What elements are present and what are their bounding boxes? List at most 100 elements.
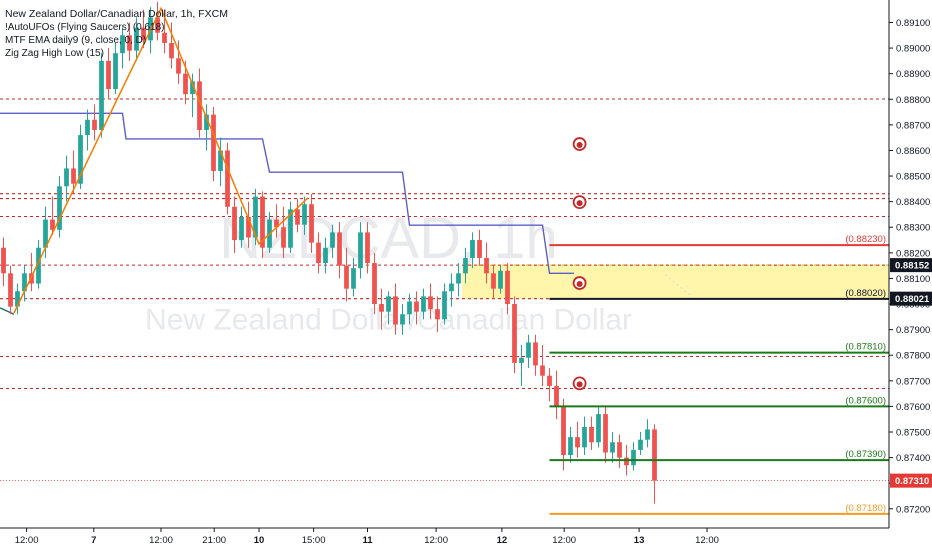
candle-body bbox=[323, 247, 328, 264]
candle-body bbox=[449, 283, 454, 292]
candle-body bbox=[477, 240, 482, 258]
projection-line bbox=[664, 274, 694, 299]
candle-body bbox=[421, 296, 426, 312]
candle-body bbox=[638, 439, 643, 450]
candle-body bbox=[64, 168, 69, 187]
candle-body bbox=[393, 296, 398, 325]
candle bbox=[344, 247, 349, 302]
candle-body bbox=[603, 414, 608, 453]
candle-body bbox=[239, 217, 244, 241]
candle bbox=[155, 2, 160, 41]
ufo-dot bbox=[576, 200, 583, 207]
candle-body bbox=[519, 357, 524, 363]
x-tick-label: 15:00 bbox=[302, 535, 326, 546]
candle-body bbox=[260, 196, 265, 248]
candle bbox=[645, 419, 650, 448]
candle-body bbox=[442, 291, 447, 320]
candle bbox=[610, 432, 615, 463]
chart-title: New Zealand Dollar/Canadian Dollar, 1h, … bbox=[5, 8, 228, 20]
candle bbox=[92, 104, 97, 141]
candle-body bbox=[484, 257, 489, 274]
x-tick-label: 12:00 bbox=[149, 535, 173, 546]
candle-body bbox=[435, 309, 440, 320]
candle bbox=[603, 406, 608, 463]
candle-body bbox=[400, 314, 405, 325]
candle-body bbox=[645, 429, 650, 440]
candle bbox=[617, 434, 622, 468]
candle-body bbox=[428, 296, 433, 310]
candle bbox=[316, 232, 321, 274]
candle bbox=[526, 334, 531, 369]
x-tick-label: 13 bbox=[634, 535, 645, 546]
candle bbox=[330, 224, 335, 258]
candle bbox=[99, 53, 104, 138]
candle bbox=[309, 193, 314, 253]
candle bbox=[575, 421, 580, 458]
candle bbox=[365, 222, 370, 274]
candle bbox=[589, 416, 594, 450]
candle bbox=[561, 398, 566, 471]
candle-body bbox=[281, 227, 286, 248]
candle bbox=[379, 288, 384, 330]
y-tick-label: 0.88600 bbox=[896, 146, 930, 157]
candle bbox=[176, 40, 181, 84]
candle bbox=[50, 196, 55, 235]
candle bbox=[337, 222, 342, 279]
candle-body bbox=[197, 81, 202, 130]
candle bbox=[400, 304, 405, 335]
candle bbox=[260, 191, 265, 258]
candle bbox=[141, 9, 146, 49]
candle-body bbox=[610, 442, 615, 453]
price-badge bbox=[890, 291, 932, 306]
indicator-legend-zigzag[interactable]: Zig Zag High Low (15) bbox=[5, 48, 104, 59]
candle-body bbox=[568, 437, 573, 456]
candle bbox=[134, 17, 139, 61]
ema-daily-line bbox=[0, 112, 574, 274]
ufo-marker-icon[interactable] bbox=[572, 276, 587, 290]
target-label: (0.88230) bbox=[845, 234, 886, 245]
indicator-legend-ufos[interactable]: !AutoUFOs (Flying Saucers) (0.618) bbox=[5, 22, 165, 33]
candle-body bbox=[295, 209, 300, 225]
ufo-marker-icon[interactable] bbox=[572, 376, 587, 391]
candle bbox=[428, 283, 433, 320]
y-tick-label: 0.87200 bbox=[896, 504, 930, 515]
target-label: (0.87600) bbox=[845, 395, 886, 406]
candle bbox=[36, 240, 41, 289]
candle-body bbox=[379, 304, 384, 312]
price-badge-label: 0.87310 bbox=[895, 476, 929, 487]
candle-body bbox=[274, 219, 279, 228]
candle-body bbox=[190, 81, 195, 95]
candle-body bbox=[141, 27, 146, 41]
candle-body bbox=[225, 150, 230, 207]
candle-body bbox=[15, 291, 20, 307]
y-tick-label: 0.88400 bbox=[896, 197, 930, 208]
candle bbox=[470, 232, 475, 269]
candle-body bbox=[631, 449, 636, 466]
candle bbox=[274, 204, 279, 238]
candle bbox=[302, 196, 307, 235]
candle-body bbox=[106, 60, 111, 90]
candle bbox=[596, 406, 601, 448]
candle-body bbox=[127, 35, 132, 51]
candle-body bbox=[302, 204, 307, 225]
target-label: (0.88020) bbox=[845, 288, 886, 299]
candle-body bbox=[582, 426, 587, 448]
candle bbox=[512, 296, 517, 374]
candle bbox=[449, 273, 454, 307]
candle bbox=[78, 124, 83, 189]
candle-body bbox=[211, 114, 216, 171]
candle-body bbox=[155, 17, 160, 33]
x-tick-label: 12:00 bbox=[424, 535, 448, 546]
ufo-marker-icon[interactable] bbox=[572, 137, 587, 151]
price-badge-label: 0.88021 bbox=[895, 294, 930, 305]
ufo-marker-icon[interactable] bbox=[572, 195, 587, 210]
candle bbox=[64, 155, 69, 202]
candle-body bbox=[99, 60, 104, 130]
candle-body bbox=[120, 35, 125, 54]
y-tick-label: 0.87700 bbox=[896, 376, 930, 387]
price-badge bbox=[890, 258, 932, 273]
candle-body bbox=[561, 406, 566, 456]
indicator-legend-ema[interactable]: MTF EMA daily9 (9, close, 0, D) bbox=[5, 35, 146, 46]
